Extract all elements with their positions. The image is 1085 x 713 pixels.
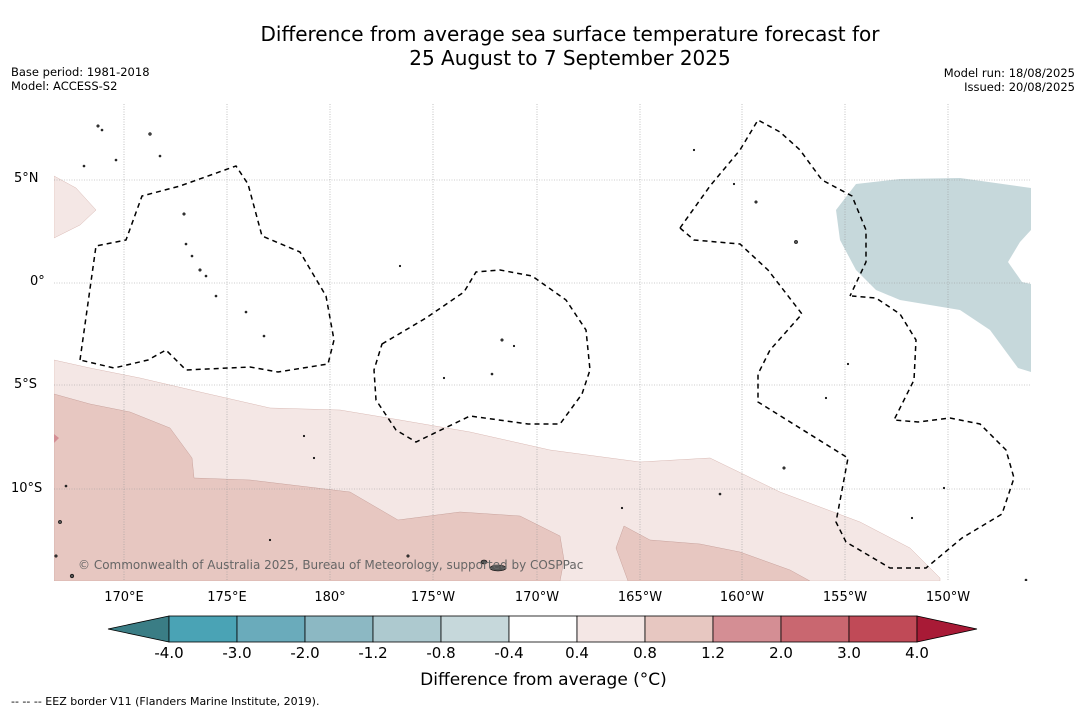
colorbar-label: Difference from average (°C) — [420, 670, 667, 690]
anomaly-patch-west-edge — [54, 434, 59, 443]
model-name: Model: ACCESS-S2 — [11, 79, 118, 93]
colorbar-tick: -4.0 — [154, 644, 184, 662]
lon-label-155w: 155°W — [822, 590, 868, 605]
colorbar-segment — [372, 615, 442, 643]
eez-footnote: -- -- -- EEZ border V11 (Flanders Marine… — [11, 695, 320, 708]
colorbar — [107, 615, 978, 643]
colorbar-segment — [644, 615, 714, 643]
islands — [54, 124, 1028, 581]
anomaly-region-cool — [836, 178, 1031, 372]
eez-border-cook-area — [679, 227, 1015, 569]
colorbar-tick: 2.0 — [769, 644, 793, 662]
copyright-notice: © Commonwealth of Australia 2025, Bureau… — [78, 558, 584, 572]
colorbar-segment — [508, 615, 578, 643]
colorbar-tick: 3.0 — [837, 644, 861, 662]
colorbar-tick: 0.4 — [565, 644, 589, 662]
lon-label-170w: 170°W — [514, 590, 560, 605]
eez-border-phoenix-area — [679, 118, 867, 297]
lon-label-160w: 160°W — [719, 590, 765, 605]
colorbar-tick: 4.0 — [905, 644, 929, 662]
run-info: Model run: 18/08/2025 Issued: 20/08/2025 — [944, 66, 1075, 94]
colorbar-tick: -0.8 — [426, 644, 456, 662]
lon-label-175w: 175°W — [410, 590, 456, 605]
colorbar-segment — [576, 615, 646, 643]
lat-label-10s: 10°S — [11, 481, 43, 496]
anomaly-patch-south — [615, 525, 811, 581]
colorbar-segment — [236, 615, 306, 643]
colorbar-segment — [780, 615, 850, 643]
colorbar-tick: -2.0 — [290, 644, 320, 662]
issued-date: Issued: 20/08/2025 — [964, 80, 1075, 94]
map-layers — [54, 104, 1031, 581]
lon-label-150w: 150°W — [925, 590, 971, 605]
anomaly-patch-northwest — [54, 175, 97, 239]
lon-label-165w: 165°W — [617, 590, 663, 605]
title-line-1: Difference from average sea surface temp… — [260, 22, 880, 46]
chart-title: Difference from average sea surface temp… — [0, 22, 1085, 70]
colorbar-tick: 0.8 — [633, 644, 657, 662]
colorbar-segment — [712, 615, 782, 643]
lon-label-180: 180° — [314, 590, 346, 605]
eez-border-tuvalu-area — [79, 165, 335, 373]
anomaly-region-dark — [54, 393, 565, 581]
model-run: Model run: 18/08/2025 — [943, 66, 1075, 80]
colorbar-extend-low — [107, 615, 170, 643]
lat-label-5s: 5°S — [14, 377, 38, 392]
colorbar-segment — [304, 615, 374, 643]
colorbar-tick: 1.2 — [701, 644, 725, 662]
base-period: Base period: 1981-2018 — [11, 65, 150, 79]
model-info: Base period: 1981-2018 Model: ACCESS-S2 — [11, 65, 150, 93]
lat-label-0: 0° — [30, 274, 45, 289]
colorbar-tick: -1.2 — [358, 644, 388, 662]
colorbar-segment — [848, 615, 918, 643]
colorbar-segment — [440, 615, 510, 643]
lon-label-175e: 175°E — [207, 590, 247, 605]
colorbar-segment — [168, 615, 238, 643]
lon-label-170e: 170°E — [104, 590, 144, 605]
colorbar-tick: -3.0 — [222, 644, 252, 662]
colorbar-extend-high — [916, 615, 978, 643]
eez-border-tokelau-area — [373, 269, 591, 443]
lat-label-5n: 5°N — [14, 171, 39, 186]
eez-borders — [79, 118, 1015, 569]
title-line-2: 25 August to 7 September 2025 — [409, 46, 731, 70]
colorbar-tick: -0.4 — [494, 644, 524, 662]
